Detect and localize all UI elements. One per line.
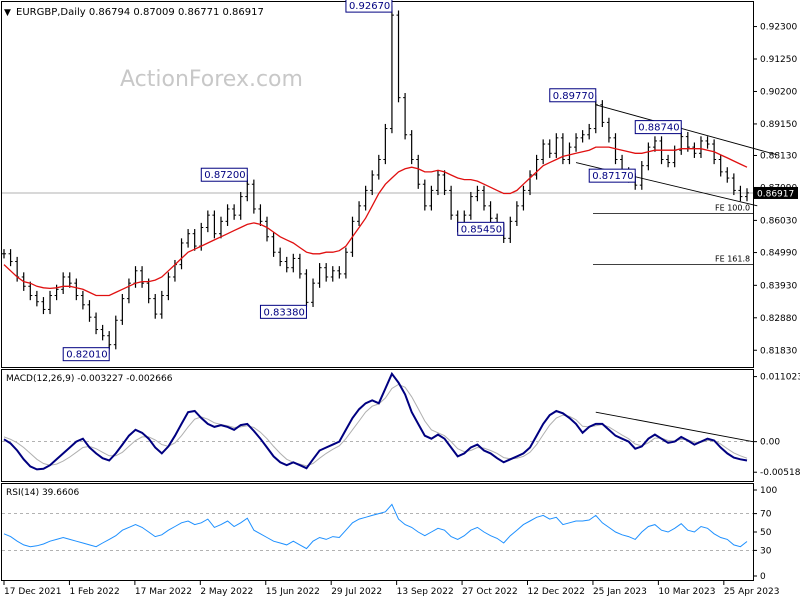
macd-signal-line [3,383,748,467]
fib-level-label: FE 100.0 [715,204,750,213]
annotation-box [62,347,110,362]
last-price-label: 0.86917 [757,189,794,199]
annotation-box [549,88,597,103]
x-tick-label: 27 Oct 2022 [462,587,518,597]
macd-panel-frame [1,369,754,482]
x-tick-label: 1 Feb 2022 [69,587,119,597]
annotation-box [588,168,636,183]
macd-trendline [595,411,754,443]
price-y-tick-label: 0.92300 [760,23,797,33]
annotation-box [345,0,393,13]
price-y-tick-label: 0.84990 [760,249,797,259]
x-tick-label: 13 Sep 2022 [397,587,454,597]
rsi-line [3,503,748,550]
rsi-panel-frame [1,483,754,581]
annotation-label: 0.85450 [461,224,502,235]
x-tick-label: 29 Jul 2022 [331,587,382,597]
rsi-y-tick-label: 0 [760,572,766,582]
chart-header-title: EURGBP,Daily 0.86794 0.87009 0.86771 0.8… [16,7,264,18]
annotation-label: 0.88740 [638,123,679,134]
rsi-y-tick-label: 100 [760,486,777,496]
price-y-tick-label: 0.90200 [760,87,797,97]
rsi-y-tick-label: 70 [760,510,772,520]
x-tick-label: 25 Jan 2023 [593,587,647,597]
annotation-box [457,221,505,236]
price-y-tick-label: 0.88130 [760,151,797,161]
annotation-label: 0.87170 [592,171,633,182]
watermark: ActionForex.com [120,67,303,92]
price-y-tick-label: 0.91250 [760,55,797,65]
annotation-box [259,304,307,319]
x-tick-label: 12 Dec 2022 [528,587,586,597]
last-price-box [754,186,798,199]
rsi-title: RSI(14) 39.6606 [6,488,79,498]
macd-y-tick-label: -0.005182 [760,468,800,478]
price-chart: 0.923000.912500.902000.891500.881300.870… [2,0,798,362]
annotation-label: 0.92670 [349,1,390,12]
rsi-y-tick-label: 50 [760,528,772,538]
collapse-triangle-icon[interactable]: ▼ [4,8,11,18]
macd-main-line [3,371,748,471]
price-y-tick-label: 0.81830 [760,346,797,356]
annotation-label: 0.82010 [66,350,107,361]
rsi-chart: RSI(14) 39.6606 100 70 50 30 0 [2,486,777,582]
annotation-label: 0.87200 [204,170,245,181]
macd-y-tick-label: 0.00 [760,438,780,448]
x-tick-label: 15 Jun 2022 [266,587,320,597]
x-tick-label: 17 Mar 2022 [135,587,192,597]
moving-average-line [3,146,748,297]
price-y-tick-label: 0.86030 [760,216,797,226]
x-tick-label: 10 Mar 2023 [658,587,715,597]
price-y-tick-label: 0.89150 [760,120,797,130]
price-panel-frame [1,1,754,368]
annotation-box [634,120,682,135]
x-tick-label: 17 Dec 2021 [4,587,62,597]
fib-level-label: FE 161.8 [715,255,750,264]
macd-chart: MACD(12,26,9) -0.003227 -0.002666 0.01102… [2,371,800,478]
rsi-y-tick-label: 30 [760,546,772,556]
annotation-box [200,167,248,182]
annotation-label: 0.89770 [553,91,594,102]
x-tick-label: 25 Apr 2023 [724,587,780,597]
price-y-tick-label: 0.82880 [760,314,797,324]
channel-upper-line [595,104,778,156]
x-axis: 17 Dec 2021 1 Feb 2022 17 Mar 2022 2 May 20… [3,581,780,597]
annotation-label: 0.83380 [263,307,304,318]
x-tick-label: 2 May 2022 [200,587,253,597]
macd-title: MACD(12,26,9) -0.003227 -0.002666 [6,374,173,384]
price-y-tick-label: 0.83930 [760,281,797,291]
macd-y-tick-label: 0.011023 [760,373,800,383]
